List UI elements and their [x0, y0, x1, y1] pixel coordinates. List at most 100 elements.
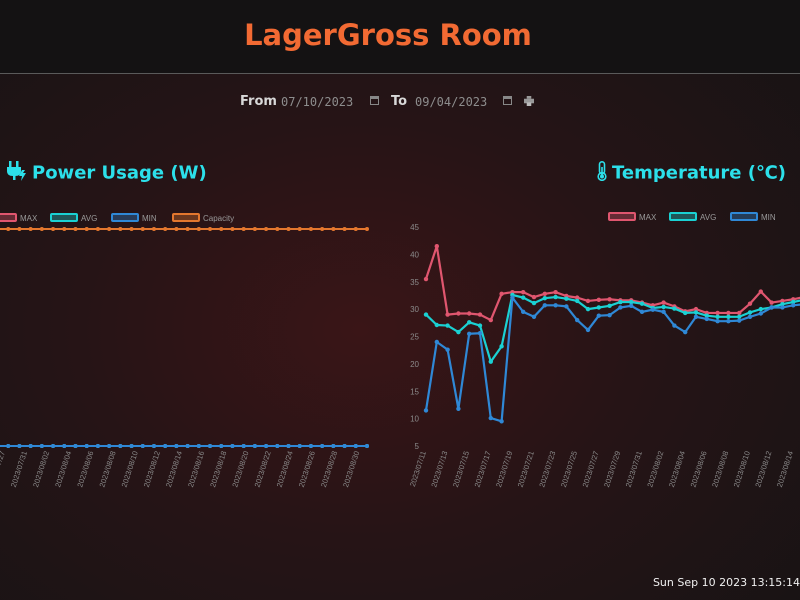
- legend-label: AVG: [81, 214, 97, 223]
- data-point-avg: [499, 344, 504, 349]
- data-point-min: [607, 312, 612, 318]
- from-label: From: [240, 94, 277, 109]
- data-point-avg: [715, 314, 720, 319]
- data-point-avg: [585, 306, 591, 312]
- x-tick-label: 2023/08/06: [689, 450, 709, 488]
- data-point-max: [456, 311, 461, 316]
- data-point-min: [477, 331, 483, 336]
- data-point-min: [791, 303, 796, 308]
- data-point-min: [230, 444, 235, 448]
- x-tick-label: 2023/08/10: [120, 450, 140, 488]
- from-date-input[interactable]: 07/10/2023: [281, 95, 354, 109]
- data-point-min: [84, 444, 89, 448]
- legend-swatch: [50, 213, 78, 222]
- data-point-min: [445, 347, 450, 352]
- data-point-min: [596, 313, 601, 318]
- data-point-min: [95, 444, 100, 448]
- x-tick-label: 2023/08/16: [186, 450, 206, 488]
- data-point-avg: [553, 294, 558, 300]
- data-point-min: [17, 444, 22, 448]
- data-point-avg: [564, 296, 569, 301]
- data-point-avg: [596, 305, 601, 310]
- data-point-capacity: [174, 227, 179, 231]
- calendar-icon[interactable]: [503, 96, 512, 105]
- power-usage-heading: Power Usage (W): [6, 161, 207, 186]
- data-point-capacity: [252, 227, 257, 231]
- data-point-min: [129, 444, 134, 448]
- x-tick-label: 2023/08/12: [142, 450, 162, 488]
- data-point-max: [726, 310, 731, 316]
- data-point-min: [650, 307, 655, 312]
- data-point-avg: [531, 300, 537, 306]
- data-point-min: [726, 318, 731, 324]
- y-tick-label: 45: [410, 223, 419, 232]
- data-point-avg: [456, 329, 461, 335]
- data-point-capacity: [230, 227, 235, 231]
- data-point-min: [308, 444, 313, 448]
- data-point-avg: [639, 301, 645, 306]
- data-point-min: [275, 444, 280, 448]
- data-point-min: [715, 318, 720, 324]
- legend-swatch: [111, 213, 139, 222]
- data-point-max: [780, 298, 785, 304]
- data-point-min: [252, 444, 257, 448]
- data-point-avg: [780, 301, 785, 307]
- data-point-capacity: [208, 227, 213, 231]
- x-tick-label: 2023/08/12: [753, 450, 773, 488]
- x-tick-label: 2023/08/14: [775, 450, 795, 488]
- data-point-max: [607, 297, 612, 302]
- legend-swatch: [669, 212, 697, 221]
- x-tick-label: 2023/07/29: [602, 450, 622, 488]
- x-tick-label: 2023/08/24: [275, 450, 295, 488]
- data-point-min: [62, 444, 67, 448]
- x-tick-label: 2023/08/08: [710, 450, 730, 488]
- data-point-avg: [467, 320, 472, 325]
- temperature-title: Temperature (℃): [612, 162, 786, 184]
- x-tick-label: 2023/07/15: [451, 450, 471, 488]
- y-tick-label: 10: [410, 415, 419, 424]
- calendar-icon[interactable]: [370, 96, 379, 105]
- x-tick-label: 2023/07/31: [624, 450, 644, 488]
- data-point-min: [39, 444, 44, 448]
- x-tick-label: 2023/08/02: [645, 450, 665, 488]
- data-point-min: [488, 415, 493, 421]
- data-point-min: [28, 444, 33, 448]
- data-point-capacity: [62, 227, 67, 231]
- print-icon[interactable]: [524, 96, 534, 106]
- data-point-max: [423, 276, 429, 282]
- data-point-max: [715, 310, 720, 316]
- data-point-capacity: [342, 227, 347, 231]
- x-tick-label: 2023/08/02: [31, 450, 51, 488]
- data-point-min: [365, 444, 369, 448]
- data-point-avg: [737, 314, 742, 319]
- data-point-min: [107, 444, 112, 448]
- temperature-heading: Temperature (℃): [596, 161, 786, 186]
- data-point-capacity: [353, 227, 358, 231]
- legend-label: AVG: [700, 213, 716, 222]
- data-point-max: [737, 310, 742, 316]
- data-point-capacity: [365, 227, 369, 231]
- power-usage-title: Power Usage (W): [32, 162, 207, 184]
- x-tick-label: 2023/08/20: [230, 450, 250, 488]
- legend-swatch: [172, 213, 200, 222]
- data-point-min: [73, 444, 78, 448]
- data-point-capacity: [320, 227, 325, 231]
- y-tick-label: 30: [410, 305, 419, 314]
- legend-label: MAX: [639, 213, 657, 222]
- x-tick-label: 2023/08/18: [208, 450, 228, 488]
- data-point-capacity: [297, 227, 302, 231]
- x-tick-label: 2023/08/26: [297, 450, 317, 488]
- data-point-capacity: [151, 227, 156, 231]
- data-point-min: [693, 314, 699, 319]
- x-tick-label: 2023/08/04: [667, 450, 687, 488]
- to-date-input[interactable]: 09/04/2023: [415, 95, 488, 109]
- data-point-min: [331, 444, 336, 448]
- data-point-avg: [661, 304, 666, 310]
- legend-swatch: [0, 213, 17, 222]
- legend-swatch: [730, 212, 758, 221]
- data-point-min: [629, 303, 634, 309]
- date-filter: From 07/10/2023 To 09/04/2023: [0, 92, 800, 112]
- data-point-capacity: [107, 227, 112, 231]
- x-tick-label: 2023/08/30: [341, 450, 361, 488]
